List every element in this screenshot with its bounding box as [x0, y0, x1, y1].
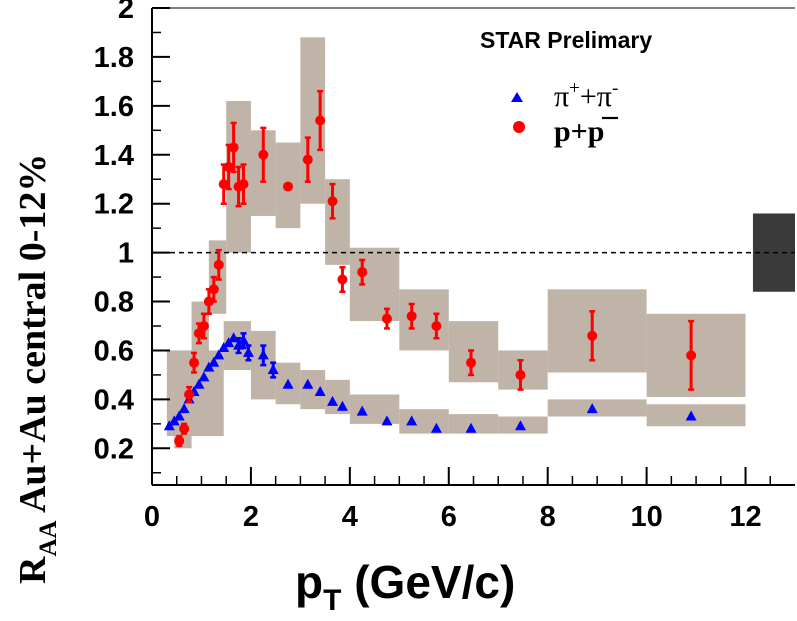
pion-point-23	[336, 400, 348, 411]
pion-point-20	[302, 378, 314, 389]
x-tick-label-6: 12	[729, 501, 761, 533]
legend-proton-label: p+p	[554, 115, 604, 148]
pion-sys-box-6	[349, 394, 400, 424]
y-tick-label-8: 1.8	[94, 42, 134, 74]
proton-sys-box-8	[349, 247, 400, 322]
proton-point-27	[686, 350, 697, 361]
y-tick-label-1: 0.4	[94, 384, 134, 416]
pion-point-28	[465, 422, 477, 433]
pion-point-16	[242, 346, 254, 357]
data-points	[163, 89, 697, 448]
proton-point-16	[302, 154, 313, 165]
y-tick-label-3: 0.8	[94, 287, 134, 319]
pion-point-13	[228, 332, 240, 343]
x-tick-label-5: 10	[630, 501, 662, 533]
pion-point-18	[267, 364, 279, 375]
pion-sys-box-10	[547, 399, 647, 417]
proton-point-2	[184, 389, 195, 400]
proton-point-22	[406, 311, 417, 322]
proton-point-10	[223, 162, 234, 172]
proton-point-14	[258, 149, 269, 160]
proton-sys-box-11	[498, 350, 548, 390]
pion-point-31	[685, 410, 697, 421]
x-tick-label-1: 2	[243, 501, 259, 533]
x-tick-label-0: 0	[144, 501, 160, 533]
pion-point-17	[257, 349, 269, 360]
pion-point-22	[327, 395, 339, 406]
proton-point-26	[587, 330, 598, 341]
pion-point-3	[178, 403, 190, 414]
pion-point-6	[193, 378, 205, 389]
pion-point-2	[173, 410, 185, 421]
pion-point-7	[198, 371, 210, 382]
proton-point-19	[337, 274, 348, 285]
pion-point-27	[430, 422, 442, 433]
pion-point-21	[314, 386, 326, 397]
y-tick-label-0: 0.2	[94, 433, 134, 465]
proton-point-0	[174, 435, 185, 446]
pion-sys-box-11	[646, 404, 746, 427]
pion-point-15	[238, 334, 250, 345]
pion-point-29	[514, 420, 526, 431]
tick-labels: 0.2 0.4 0.6 0.8 1 1.2 1.4 1.6 1.8 2 0 2 4 6 8 10 12	[94, 0, 762, 533]
proton-point-11	[228, 142, 239, 153]
proton-sys-box-9	[399, 289, 449, 351]
proton-point-21	[381, 313, 392, 324]
y-tick-label-2: 0.6	[94, 335, 134, 367]
proton-point-25	[515, 369, 526, 380]
chart-annotation: STAR Prelimary	[480, 27, 652, 53]
proton-point-3	[189, 357, 200, 368]
x-axis-label: pT (GeV/c)	[295, 556, 515, 617]
y-tick-label-5: 1.2	[94, 189, 134, 221]
proton-point-23	[431, 321, 442, 331]
proton-point-7	[208, 284, 219, 295]
proton-point-15	[283, 181, 294, 192]
legend: π++π- p+p	[511, 78, 618, 148]
proton-point-5	[198, 321, 209, 331]
y-tick-label-7: 1.6	[94, 91, 134, 123]
proton-point-6	[203, 296, 214, 307]
proton-sys-box-7	[325, 179, 350, 265]
proton-point-1	[179, 423, 190, 434]
axes	[151, 7, 795, 486]
proton-point-8	[213, 259, 224, 270]
x-tick-label-3: 6	[441, 501, 457, 533]
pion-point-19	[282, 378, 294, 389]
legend-proton-marker	[513, 121, 525, 133]
proton-point-9	[218, 179, 229, 190]
pion-point-30	[586, 403, 598, 414]
proton-point-17	[315, 115, 326, 126]
x-tick-label-4: 8	[540, 501, 556, 533]
y-axis-label: RAA Au+Au central 0-12%	[12, 154, 62, 584]
pion-point-10	[213, 349, 225, 360]
proton-point-18	[327, 196, 338, 207]
legend-pion-label: π++π-	[554, 78, 618, 113]
proton-point-24	[466, 357, 477, 368]
proton-point-4	[193, 328, 204, 339]
proton-sys-box-12	[547, 289, 647, 373]
pion-point-26	[406, 415, 418, 426]
pion-point-9	[208, 356, 220, 367]
proton-point-13	[238, 179, 249, 190]
y-tick-label-6: 1.4	[94, 140, 134, 172]
pion-point-25	[381, 415, 393, 426]
y-tick-label-4: 1	[118, 238, 134, 270]
proton-point-20	[357, 267, 368, 278]
y-tick-label-9: 2	[118, 0, 134, 25]
pion-sys-box-8	[448, 414, 499, 434]
legend-pion-marker	[511, 92, 523, 102]
pion-sys-box-7	[399, 409, 449, 434]
pion-point-24	[356, 405, 368, 416]
x-tick-label-2: 4	[342, 501, 358, 533]
